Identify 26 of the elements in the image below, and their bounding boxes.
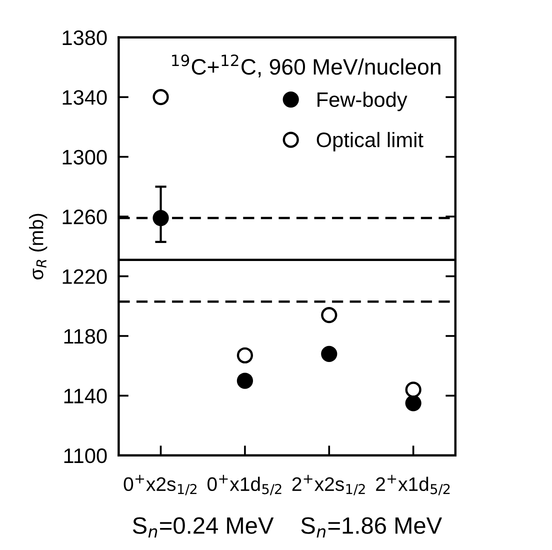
y-tick-label: 1220 xyxy=(62,269,107,284)
legend-label: Few-body xyxy=(318,92,408,112)
y-tick-label: 1340 xyxy=(62,90,107,105)
point xyxy=(236,372,254,389)
y-tick-label: 1300 xyxy=(62,150,107,165)
y-tick-label: 1180 xyxy=(64,328,107,344)
y-tick-label: 1260 xyxy=(62,210,107,224)
y-tick-label: 1140 xyxy=(64,388,107,404)
point xyxy=(321,346,338,362)
text: S$_{n}$=1.86 MeV xyxy=(301,517,442,538)
y-axis-title: σ$_{R}$ (mb) xyxy=(29,214,48,280)
y-tick-label: 1380 xyxy=(62,30,107,46)
point xyxy=(152,210,169,226)
x-tick-label: 2$^{+}$x2s$_{1/2}$ xyxy=(292,474,365,496)
point xyxy=(152,89,169,106)
x-tick-label: 0$^{+}$x2s$_{1/2}$ xyxy=(124,474,196,496)
point xyxy=(236,347,254,364)
x-tick-label: 2$^{+}$x1d$_{5/2}$ xyxy=(376,474,450,496)
point xyxy=(405,382,422,398)
point xyxy=(321,307,338,324)
point xyxy=(405,395,422,412)
text: S$_{n}$=0.24 MeV xyxy=(132,517,274,538)
legend-label: Optical limit xyxy=(316,132,424,152)
text: $^{19}$C+$^{12}$C, 960 MeV/nucleon xyxy=(172,54,440,78)
y-tick-label: 1100 xyxy=(64,448,107,464)
x-tick-label: 0$^{+}$x1d$_{5/2}$ xyxy=(208,474,282,496)
